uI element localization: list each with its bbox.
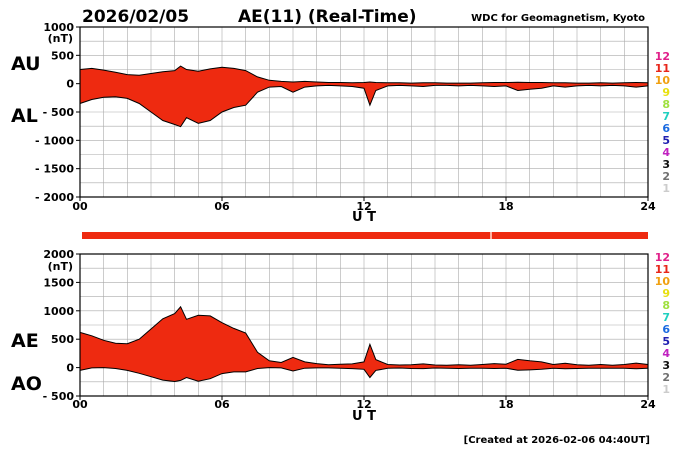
- station-legend-item: 4: [662, 146, 670, 159]
- y-tick-label: - 500: [43, 106, 75, 119]
- coverage-gap: [490, 232, 492, 239]
- station-legend-item: 9: [662, 287, 670, 300]
- station-legend-item: 6: [662, 122, 670, 135]
- created-timestamp: [Created at 2026-02-06 04:40UT]: [464, 435, 650, 446]
- x-tick-label: 06: [214, 398, 230, 411]
- y-tick-label: - 1000: [35, 134, 74, 147]
- ae-series-line: [79, 305, 649, 366]
- au-label: AU: [11, 53, 41, 75]
- station-legend-item: 6: [662, 323, 670, 336]
- y-tick-label: - 1500: [35, 163, 74, 176]
- al-label: AL: [11, 105, 38, 127]
- y-tick-label: 1000: [43, 305, 74, 318]
- station-legend-item: 4: [662, 347, 670, 360]
- y-tick-label: - 2000: [35, 191, 74, 204]
- station-legend-item: 2: [662, 170, 670, 183]
- station-legend-item: 7: [662, 311, 670, 324]
- data-source: WDC for Geomagnetism, Kyoto: [471, 13, 645, 24]
- y-tick-label: 500: [51, 49, 74, 62]
- x-tick-label: 00: [72, 398, 88, 411]
- x-tick-label: 12: [356, 200, 371, 213]
- station-legend-item: 7: [662, 110, 670, 123]
- bottom-panel-unit: (nT): [48, 260, 73, 273]
- station-legend-item: 11: [655, 62, 670, 75]
- top-panel-xlabel: U T: [352, 210, 376, 225]
- al-series-line: [79, 84, 649, 128]
- station-legend-item: 10: [655, 275, 671, 288]
- station-legend-item: 9: [662, 86, 670, 99]
- station-legend-item: 8: [662, 299, 670, 312]
- top-panel-unit: (nT): [48, 32, 73, 45]
- station-legend-item: 3: [662, 359, 670, 372]
- top-panel-series: [79, 65, 649, 128]
- station-legend-item: 12: [655, 50, 670, 63]
- x-tick-label: 24: [640, 200, 656, 213]
- station-legend-item: 1: [662, 383, 670, 396]
- x-tick-label: 06: [214, 200, 230, 213]
- station-legend-item: 1: [662, 182, 670, 195]
- x-tick-label: 18: [498, 398, 513, 411]
- plot-date: 2026/02/05: [82, 7, 189, 27]
- x-tick-label: 18: [498, 200, 513, 213]
- x-tick-label: 00: [72, 200, 88, 213]
- station-legend-item: 5: [662, 134, 670, 147]
- y-tick-label: 1500: [43, 276, 74, 289]
- bottom-envelope-fill: [80, 306, 648, 382]
- x-tick-label: 24: [640, 398, 656, 411]
- ao-series-line: [79, 367, 649, 383]
- bottom-panel-series: [79, 305, 649, 383]
- station-legend-item: 11: [655, 263, 670, 276]
- y-tick-label: 2000: [43, 248, 74, 261]
- station-legend-item: 8: [662, 98, 670, 111]
- y-tick-label: 0: [66, 362, 74, 375]
- ae-label: AE: [11, 330, 39, 352]
- y-tick-label: 0: [66, 78, 74, 91]
- x-tick-label: 12: [356, 398, 371, 411]
- bottom-panel-xlabel: U T: [352, 409, 376, 424]
- au-series-line: [79, 65, 649, 84]
- station-coverage-bar: [82, 232, 648, 239]
- y-tick-label: - 500: [43, 390, 75, 403]
- station-legend-item: 3: [662, 158, 670, 171]
- station-legend-item: 12: [655, 251, 670, 264]
- y-tick-label: 500: [51, 333, 74, 346]
- plot-title: AE(11) (Real-Time): [238, 7, 417, 27]
- ao-label: AO: [11, 373, 42, 395]
- station-legend-item: 2: [662, 371, 670, 384]
- y-tick-label: 1000: [43, 21, 74, 34]
- station-legend-item: 5: [662, 335, 670, 348]
- station-legend-item: 10: [655, 74, 671, 87]
